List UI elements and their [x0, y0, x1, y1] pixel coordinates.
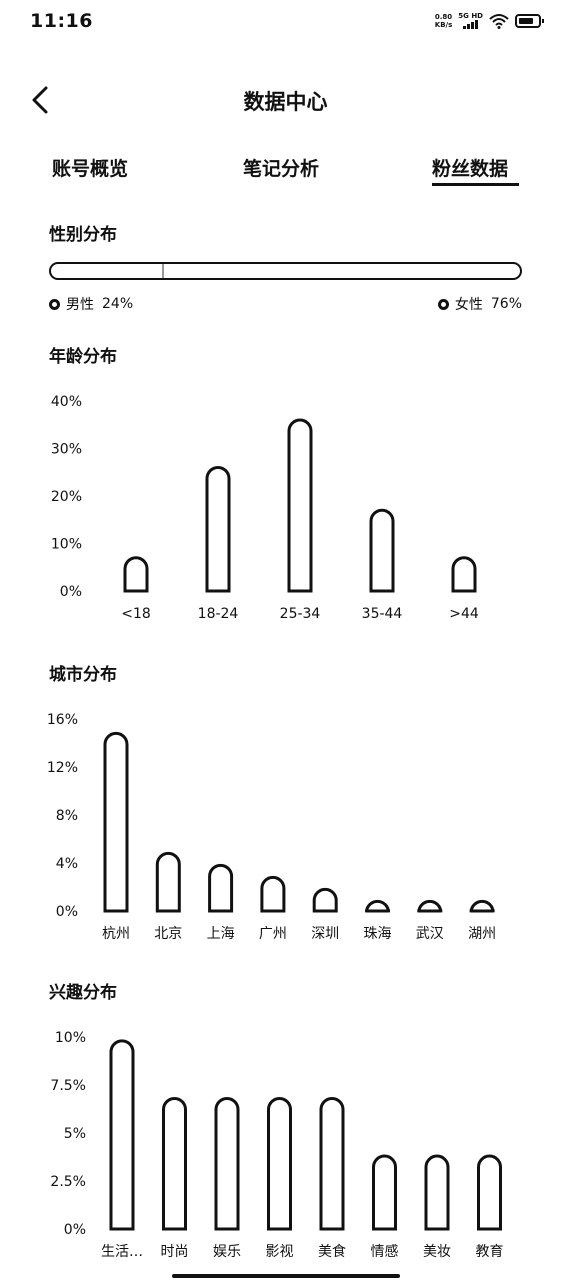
city-y-tick: 12%	[47, 760, 78, 776]
city-y-tick: 16%	[47, 712, 78, 728]
nav-bar: 数据中心	[0, 76, 571, 124]
interest-bar-4[interactable]	[319, 1097, 345, 1231]
city-bar-7[interactable]	[469, 899, 495, 913]
city-y-tick: 8%	[56, 808, 78, 824]
tab-fan-data[interactable]: 粉丝数据	[432, 158, 509, 180]
city-chart: 16% 12% 8% 4% 0% 杭州 北京 上海 广州 深圳 珠海 武汉 湖州	[47, 712, 496, 942]
interest-bar-3[interactable]	[267, 1097, 292, 1231]
chevron-left-icon	[32, 86, 48, 114]
age-chart: 40% 30% 20% 10% 0% <18 18-24 25-34 35-44 >44	[51, 394, 479, 622]
interest-category-label: 影视	[266, 1244, 294, 1260]
age-bar-2[interactable]	[287, 418, 313, 593]
age-y-tick: 10%	[51, 537, 82, 553]
tab-note-analysis[interactable]: 笔记分析	[243, 158, 320, 180]
interest-category-label: 美妆	[423, 1244, 451, 1260]
city-category-label: 珠海	[364, 926, 392, 942]
city-section-title: 城市分布	[49, 665, 117, 685]
gender-ratio-bar	[49, 262, 522, 280]
interest-bar-1[interactable]	[162, 1097, 187, 1231]
interest-category-label: 情感	[371, 1243, 399, 1260]
status-time: 11:16	[30, 10, 93, 32]
city-y-tick: 0%	[56, 904, 78, 920]
interest-category-label: 美食	[318, 1243, 346, 1260]
city-bar-5[interactable]	[365, 899, 390, 913]
city-y-tick: 4%	[56, 856, 78, 872]
signal-icon: 5G HD	[458, 12, 483, 29]
status-icons: 0.80 KB/s 5G HD	[435, 12, 544, 29]
tab-bar: 账号概览 笔记分析 粉丝数据	[0, 150, 571, 194]
network-speed: 0.80 KB/s	[435, 13, 452, 29]
city-category-label: 上海	[207, 926, 235, 942]
city-bar-3[interactable]	[260, 875, 286, 913]
age-bar-1[interactable]	[205, 466, 231, 593]
age-y-tick: 0%	[60, 584, 82, 600]
status-bar: 11:16 0.80 KB/s 5G HD	[0, 0, 571, 44]
city-bar-1[interactable]	[155, 851, 181, 913]
city-category-label: 杭州	[102, 926, 130, 942]
home-indicator[interactable]	[172, 1274, 400, 1278]
city-bar-0[interactable]	[103, 731, 129, 913]
city-category-label: 广州	[259, 926, 287, 942]
interest-y-tick: 5%	[64, 1126, 86, 1142]
interest-bar-7[interactable]	[477, 1154, 502, 1231]
age-category-label: 18-24	[198, 606, 239, 622]
city-bar-4[interactable]	[312, 887, 338, 913]
legend-female-value: 76%	[490, 296, 522, 312]
gender-section-title: 性别分布	[49, 225, 117, 245]
signal-label: 5G HD	[458, 12, 483, 20]
city-bar-2[interactable]	[208, 863, 234, 913]
age-category-label: 25-34	[280, 606, 321, 622]
legend-female: 女性 76%	[437, 294, 522, 314]
interest-bar-5[interactable]	[372, 1154, 397, 1231]
age-bar-4[interactable]	[451, 556, 477, 593]
age-bar-0[interactable]	[123, 556, 149, 593]
interest-bar-0[interactable]	[109, 1039, 135, 1231]
wifi-icon	[489, 13, 509, 29]
active-tab-indicator	[432, 183, 519, 186]
interest-chart: 10% 7.5% 5% 2.5% 0% 生活… 时尚 娱乐 影视 美食 情感 美妆 教育	[50, 1030, 504, 1260]
interest-category-label: 娱乐	[213, 1244, 241, 1260]
city-category-label: 湖州	[468, 926, 496, 942]
age-bar-3[interactable]	[369, 508, 395, 593]
interest-bar-2[interactable]	[214, 1097, 240, 1231]
interest-category-label: 生活…	[101, 1244, 143, 1260]
interest-y-tick: 2.5%	[50, 1174, 86, 1190]
age-y-tick: 30%	[51, 442, 82, 458]
network-speed-value: 0.80	[434, 12, 453, 21]
age-category-label: <18	[121, 606, 151, 622]
interest-category-label: 时尚	[161, 1244, 189, 1260]
network-speed-unit: KB/s	[434, 20, 453, 29]
back-button[interactable]	[28, 84, 56, 116]
legend-dot-female-icon	[437, 298, 449, 310]
city-category-label: 北京	[154, 926, 182, 942]
legend-dot-male-icon	[49, 298, 60, 310]
age-category-label: >44	[449, 606, 479, 622]
age-section-title: 年龄分布	[49, 347, 117, 367]
legend-male: 男性 24%	[49, 294, 133, 314]
interest-y-tick: 0%	[64, 1222, 86, 1238]
page-title: 数据中心	[243, 90, 328, 114]
interest-y-tick: 7.5%	[50, 1078, 86, 1094]
gender-male-fill	[51, 264, 164, 278]
legend-male-label: 男性	[66, 297, 94, 313]
city-category-label: 深圳	[311, 926, 339, 942]
tab-account-overview[interactable]: 账号概览	[52, 158, 129, 180]
interest-category-label: 教育	[476, 1244, 504, 1260]
interest-section-title: 兴趣分布	[49, 983, 117, 1003]
legend-female-label: 女性	[454, 297, 483, 313]
interest-bar-6[interactable]	[424, 1154, 450, 1231]
age-category-label: 35-44	[362, 606, 403, 622]
battery-icon	[515, 13, 544, 28]
city-bar-6[interactable]	[417, 899, 443, 913]
legend-male-value: 24%	[102, 296, 134, 312]
age-y-tick: 40%	[51, 394, 82, 410]
age-y-tick: 20%	[51, 489, 82, 505]
interest-y-tick: 10%	[55, 1030, 86, 1046]
city-category-label: 武汉	[416, 926, 444, 942]
